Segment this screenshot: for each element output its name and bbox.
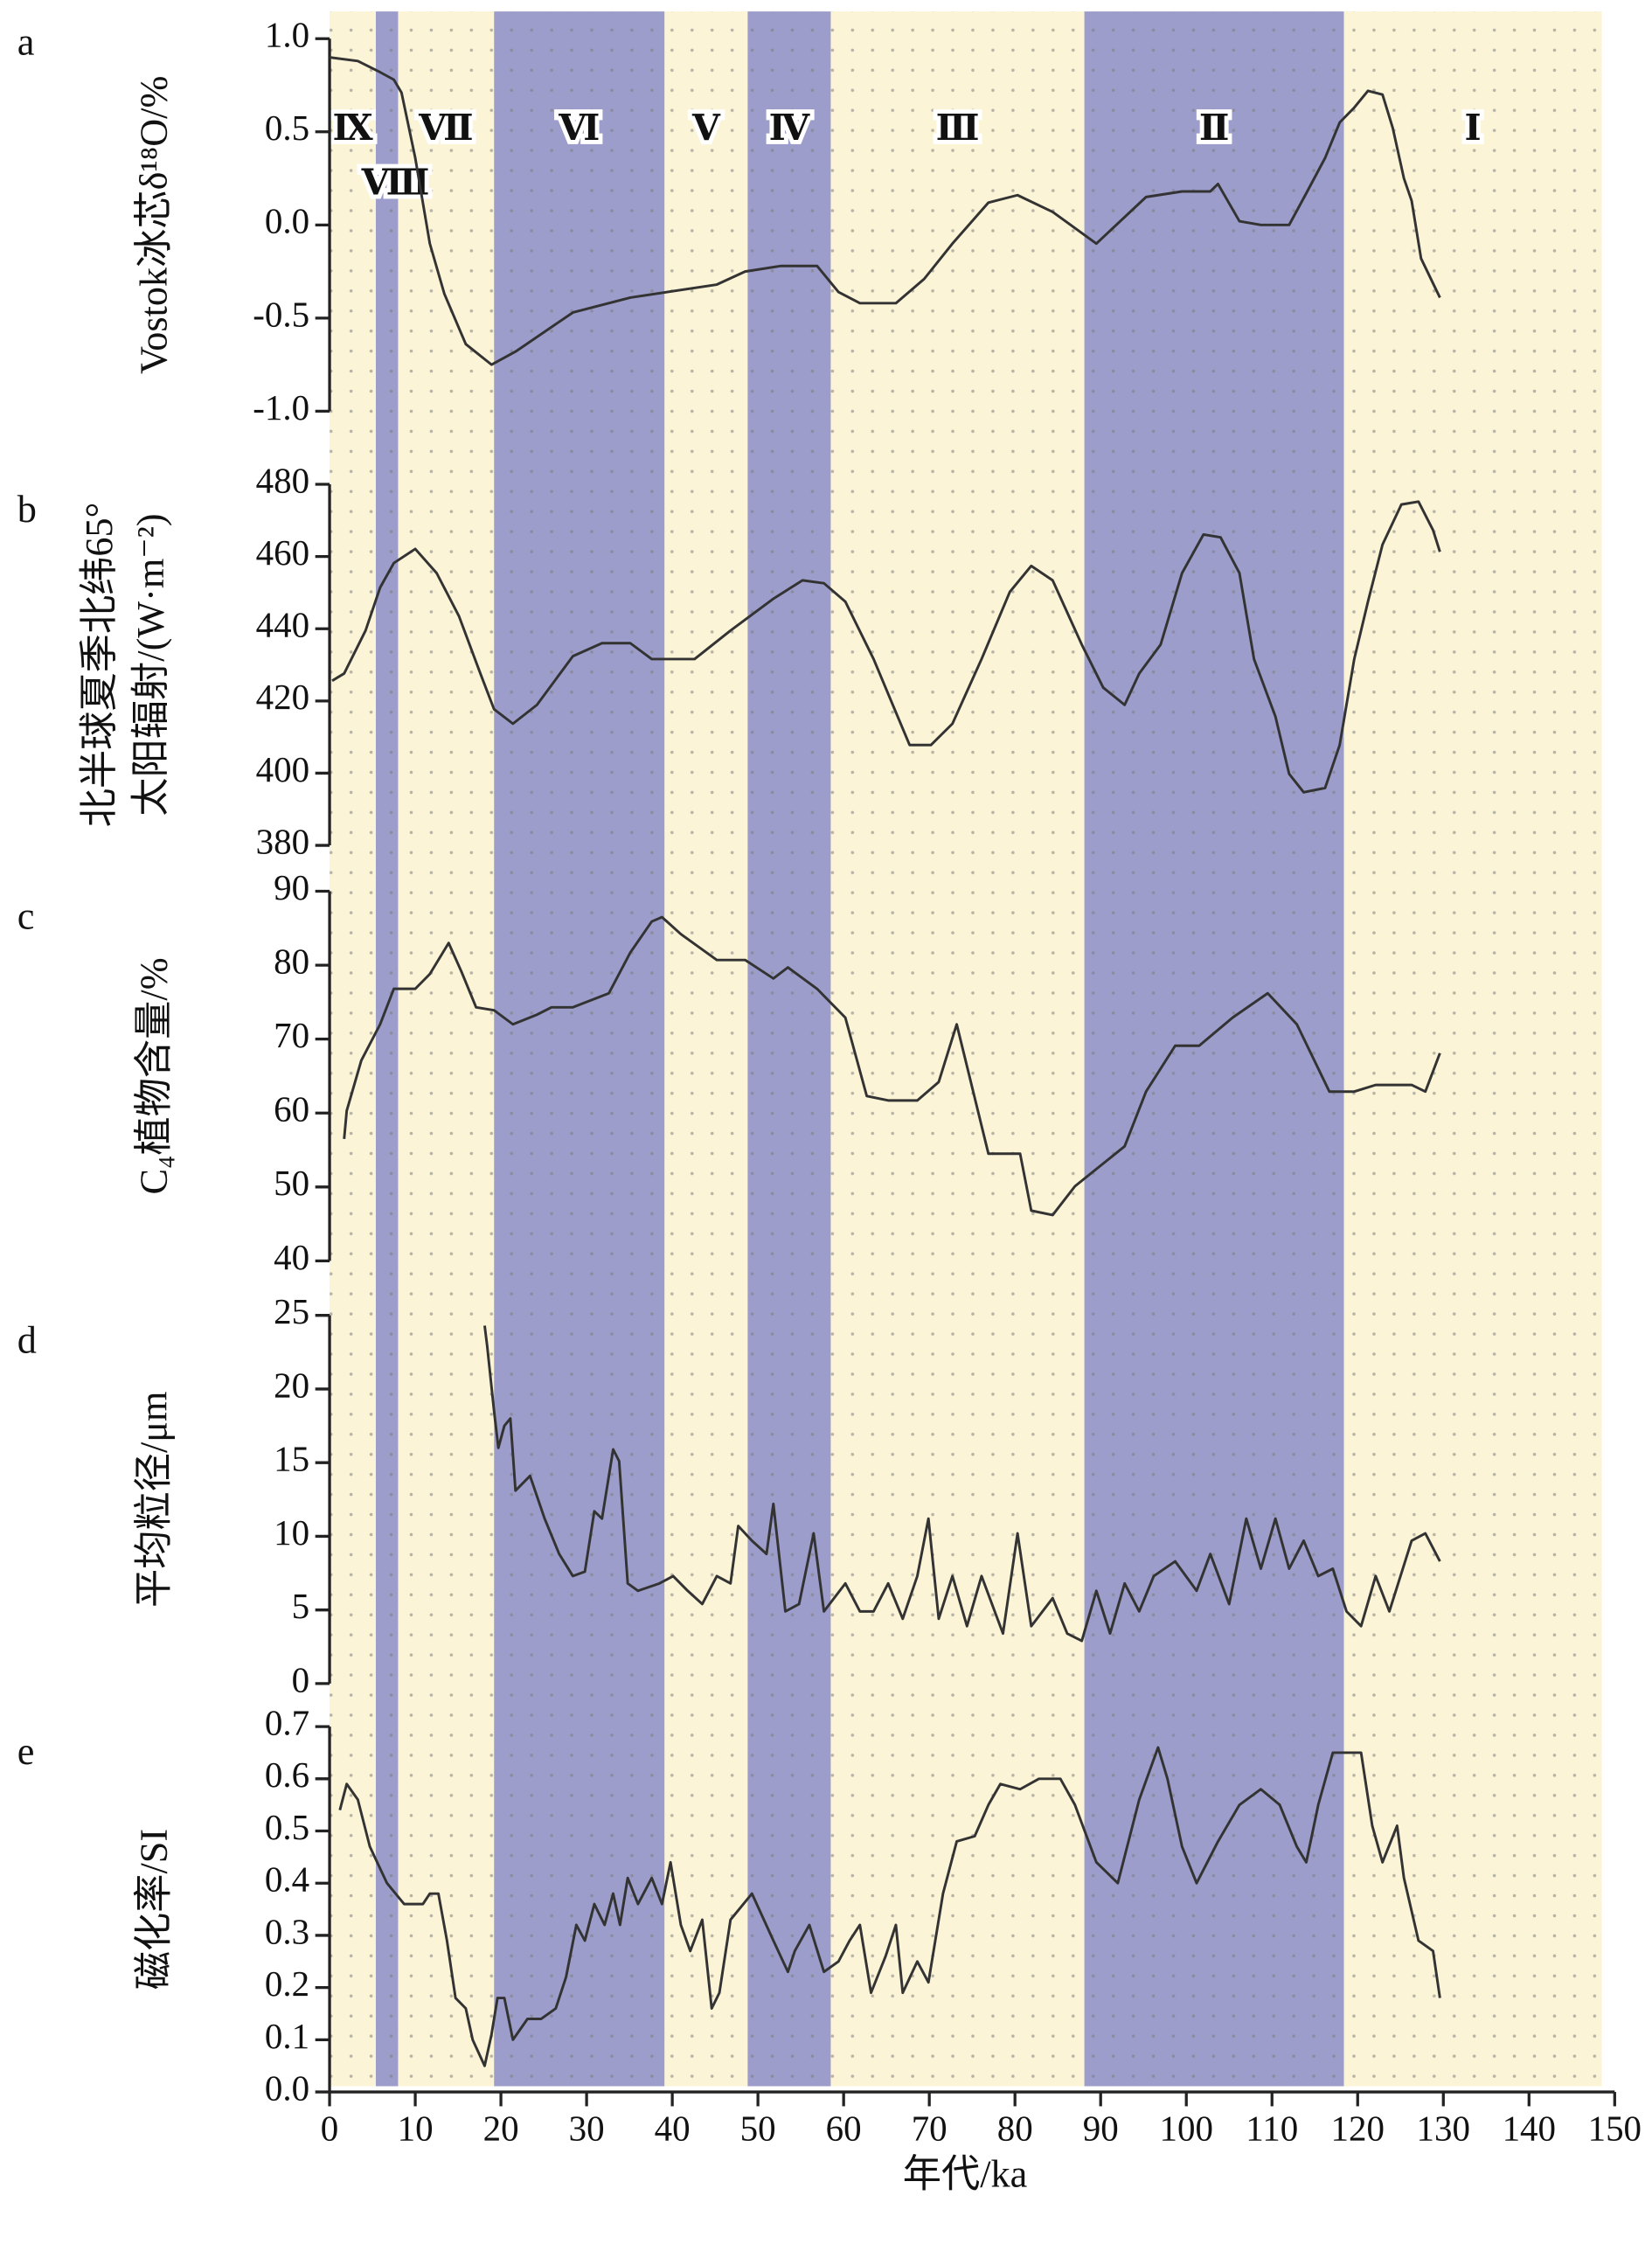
y-tick-label: 80 bbox=[274, 941, 309, 981]
x-tick-label: 100 bbox=[1160, 2108, 1213, 2148]
y-axis-label: 北半球夏季北纬65° bbox=[78, 503, 121, 828]
y-tick-label: 0.7 bbox=[265, 1703, 309, 1743]
data-line bbox=[338, 1746, 1441, 2067]
x-tick-label: 50 bbox=[740, 2108, 776, 2148]
y-tick-label: 90 bbox=[274, 867, 309, 907]
y-axis-label: 太阳辐射/(W·m⁻²) bbox=[129, 513, 172, 816]
y-tick-label: 0.6 bbox=[265, 1754, 309, 1795]
x-tick-label: 90 bbox=[1083, 2108, 1119, 2148]
stage-label: Ⅱ bbox=[1199, 108, 1230, 148]
y-axis-label: 磁化率/SI bbox=[133, 1829, 176, 1990]
panel-letter: a bbox=[17, 21, 35, 64]
stage-label: Ⅵ bbox=[558, 108, 600, 148]
x-tick-label: 60 bbox=[826, 2108, 862, 2148]
y-tick-label: 0.1 bbox=[265, 2016, 309, 2056]
x-tick-label: 70 bbox=[912, 2108, 947, 2148]
y-tick-label: 440 bbox=[256, 605, 309, 645]
y-tick-label: 1.0 bbox=[265, 15, 309, 55]
stage-label: Ⅸ bbox=[332, 108, 373, 148]
x-tick-label: 40 bbox=[655, 2108, 691, 2148]
y-tick-label: 380 bbox=[256, 821, 309, 861]
y-tick-label: -1.0 bbox=[253, 387, 309, 427]
panel-letter: d bbox=[17, 1319, 37, 1362]
panel-letter: b bbox=[17, 488, 37, 531]
y-tick-label: 0.5 bbox=[265, 108, 309, 148]
x-axis-label: 年代/ka bbox=[903, 2153, 1028, 2196]
y-tick-label: -0.5 bbox=[253, 294, 309, 334]
stage-label: Ⅶ bbox=[418, 108, 473, 148]
y-tick-label: 5 bbox=[292, 1586, 309, 1626]
data-line bbox=[329, 56, 1441, 366]
y-tick-label: 460 bbox=[256, 532, 309, 573]
y-tick-label: 10 bbox=[274, 1512, 309, 1553]
x-tick-label: 80 bbox=[997, 2108, 1033, 2148]
panel-letter: c bbox=[17, 894, 35, 937]
y-tick-label: 40 bbox=[274, 1237, 309, 1277]
background bbox=[330, 11, 1602, 2087]
y-axis-label: Vostok冰芯δ¹⁸O/% bbox=[133, 76, 176, 374]
y-tick-label: 0 bbox=[292, 1659, 309, 1699]
y-tick-label: 400 bbox=[256, 749, 309, 789]
x-tick-label: 0 bbox=[321, 2108, 338, 2148]
y-axis-label: C₄植物含量/% bbox=[133, 957, 176, 1194]
stage-label: Ⅳ bbox=[769, 108, 811, 148]
x-tick-label: 130 bbox=[1417, 2108, 1470, 2148]
y-tick-label: 420 bbox=[256, 677, 309, 717]
x-tick-label: 30 bbox=[569, 2108, 605, 2148]
y-tick-label: 20 bbox=[274, 1365, 309, 1405]
data-line bbox=[483, 1325, 1441, 1643]
y-axis-label: 平均粒径/μm bbox=[133, 1392, 176, 1608]
y-tick-label: 0.2 bbox=[265, 1963, 309, 2004]
y-tick-label: 50 bbox=[274, 1163, 309, 1203]
y-tick-label: 0.3 bbox=[265, 1911, 309, 1951]
x-tick-label: 120 bbox=[1331, 2108, 1385, 2148]
y-tick-label: 60 bbox=[274, 1089, 309, 1129]
y-tick-label: 0.5 bbox=[265, 1807, 309, 1847]
x-tick-label: 110 bbox=[1246, 2108, 1298, 2148]
x-tick-label: 10 bbox=[398, 2108, 434, 2148]
dot-texture bbox=[330, 11, 1602, 2087]
stage-label: Ⅲ bbox=[936, 108, 980, 148]
y-tick-label: 70 bbox=[274, 1015, 309, 1055]
stage-label: Ⅴ bbox=[691, 108, 721, 148]
y-tick-label: 0.0 bbox=[265, 201, 309, 241]
x-tick-label: 150 bbox=[1588, 2108, 1642, 2148]
x-tick-label: 20 bbox=[483, 2108, 519, 2148]
data-line bbox=[343, 915, 1441, 1217]
y-tick-label: 0.4 bbox=[265, 1859, 309, 1900]
data-line bbox=[331, 500, 1441, 794]
y-tick-label: 25 bbox=[274, 1291, 309, 1331]
y-tick-label: 0.0 bbox=[265, 2067, 309, 2108]
y-tick-label: 480 bbox=[256, 460, 309, 500]
y-tick-label: 15 bbox=[274, 1439, 309, 1479]
stage-label: Ⅰ bbox=[1465, 108, 1482, 148]
x-tick-label: 140 bbox=[1503, 2108, 1556, 2148]
panel-letter: e bbox=[17, 1730, 35, 1773]
